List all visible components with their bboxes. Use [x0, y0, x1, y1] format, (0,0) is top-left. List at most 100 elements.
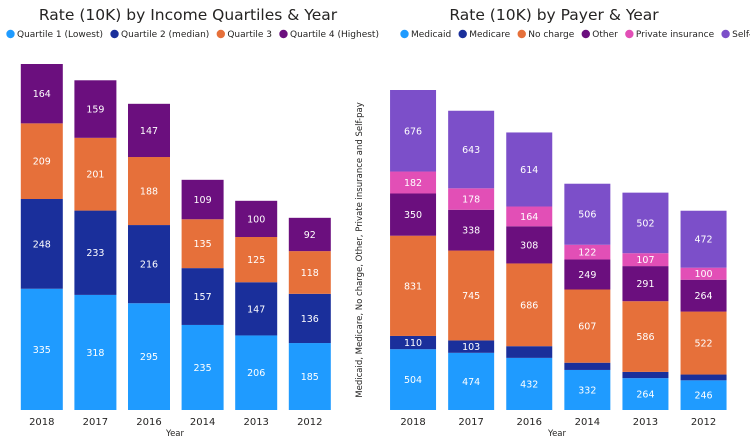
legend-label-5: Private insurance	[636, 30, 715, 40]
data-label: 248	[33, 239, 51, 250]
data-label: 118	[301, 268, 319, 279]
bar-2018-quartile-1-lowest-	[20, 288, 63, 410]
data-label: 233	[86, 248, 104, 259]
chart-2: Rate (10K) by Payer & Year Medicaid Medica…	[355, 6, 750, 439]
data-label: 831	[404, 281, 422, 292]
bar-2017-medicare	[448, 340, 495, 353]
data-label: 100	[694, 269, 712, 280]
data-label: 249	[578, 270, 596, 281]
bar-2014-other	[564, 259, 611, 290]
data-label: 614	[520, 165, 538, 176]
data-label: 676	[404, 126, 422, 137]
bar-2013-quartile-1-lowest-	[235, 335, 278, 410]
data-label: 109	[194, 195, 212, 206]
bar-2014-private-insurance	[564, 244, 611, 260]
bar-2014-quartile-2-median-	[181, 268, 224, 325]
bar-2017-self-pay	[448, 110, 495, 189]
bar-2016-private-insurance	[506, 206, 553, 227]
legend-marker-1	[400, 29, 409, 39]
bar-2012-no-charge	[680, 311, 727, 375]
legend-label-4: Quartile 4 (Highest)	[290, 30, 379, 40]
data-label: 308	[520, 240, 538, 251]
bar-2016-medicaid	[506, 357, 553, 410]
bar-2016-medicare	[506, 346, 553, 358]
legend-label-1: Medicaid	[411, 30, 451, 40]
x-tick-label: 2016	[517, 417, 542, 428]
data-label: 188	[140, 187, 158, 198]
data-label: 185	[301, 372, 319, 383]
bar-2018-no-charge	[390, 235, 437, 336]
data-label: 122	[578, 248, 596, 259]
bar-2012-self-pay	[680, 210, 727, 268]
bar-2013-quartile-4-highest-	[235, 200, 278, 237]
data-label: 246	[694, 391, 712, 402]
bar-2016-quartile-3	[128, 157, 170, 226]
data-label: 110	[404, 338, 422, 349]
x-tick-label: 2014	[575, 417, 600, 428]
data-label: 643	[462, 145, 480, 156]
bar-2012-quartile-1-lowest-	[288, 343, 331, 410]
data-label: 504	[404, 375, 422, 386]
legend-marker-2	[110, 29, 119, 39]
x-tick-label: 2013	[243, 417, 268, 428]
legend-marker-4	[581, 29, 590, 39]
legend-marker-5	[625, 29, 634, 39]
data-label: 107	[636, 255, 654, 266]
bar-2013-private-insurance	[622, 253, 669, 267]
bar-2013-quartile-2-median-	[235, 282, 278, 336]
chart-1: Rate (10K) by Income Quartiles & Year Qua…	[6, 6, 379, 439]
bar-2018-quartile-2-median-	[20, 198, 63, 289]
bar-2012-quartile-2-median-	[288, 293, 331, 344]
bar-2014-quartile-4-highest-	[181, 179, 224, 220]
legend-label-6: Self-pay	[732, 30, 750, 40]
data-label: 264	[694, 291, 712, 302]
data-label: 432	[520, 379, 538, 390]
data-label: 100	[247, 214, 265, 225]
bar-2014-medicare	[564, 362, 611, 370]
bar-2012-medicare	[680, 374, 727, 381]
data-label: 295	[140, 352, 158, 363]
x-tick-label: 2017	[458, 417, 483, 428]
bar-2016-no-charge	[506, 263, 553, 347]
bar-2013-self-pay	[622, 192, 669, 254]
bar-2017-no-charge	[448, 250, 495, 341]
bar-2017-quartile-3	[74, 137, 117, 211]
bar-2017-quartile-4-highest-	[74, 80, 117, 138]
data-label: 332	[578, 385, 596, 396]
data-label: 92	[304, 230, 316, 241]
data-label: 522	[694, 339, 712, 350]
data-label: 147	[247, 304, 265, 315]
legend-label-4: Other	[592, 30, 618, 40]
x-tick-label: 2016	[136, 417, 161, 428]
data-label: 338	[462, 226, 480, 237]
data-label: 103	[462, 342, 480, 353]
bar-2017-other	[448, 209, 495, 251]
legend-marker-1	[6, 29, 15, 39]
data-label: 318	[86, 348, 104, 359]
bar-2012-private-insurance	[680, 267, 727, 280]
bar-2016-self-pay	[506, 132, 553, 207]
data-label: 136	[301, 314, 319, 325]
bar-2013-other	[622, 266, 669, 302]
bar-2013-medicaid	[622, 378, 669, 410]
legend-marker-2	[458, 29, 467, 39]
bar-2013-no-charge	[622, 301, 669, 372]
data-label: 607	[578, 322, 596, 333]
legend-marker-6	[721, 29, 730, 39]
bar-2018-quartile-4-highest-	[20, 64, 63, 124]
bar-2016-quartile-1-lowest-	[128, 303, 170, 410]
legend-label-2: Medicare	[469, 30, 510, 40]
x-tick-label: 2018	[400, 417, 425, 428]
data-label: 686	[520, 300, 538, 311]
legend-marker-3	[517, 29, 526, 39]
data-label: 182	[404, 178, 422, 189]
bar-2017-private-insurance	[448, 188, 495, 210]
legend-label-3: No charge	[528, 30, 575, 40]
bar-2017-quartile-2-median-	[74, 210, 117, 295]
x-tick-label: 2012	[691, 417, 716, 428]
bar-2014-quartile-1-lowest-	[181, 324, 224, 410]
y-axis-title: Medicaid, Medicare, No charge, Other, Pr…	[355, 102, 365, 397]
data-label: 206	[247, 368, 265, 379]
chart-title: Rate (10K) by Payer & Year	[449, 6, 659, 24]
